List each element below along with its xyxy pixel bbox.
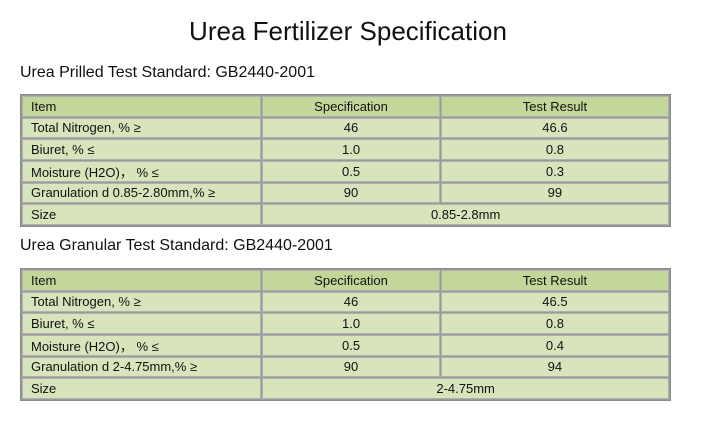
table-cell: Total Nitrogen, % ≥ (22, 117, 262, 138)
table-row: Size 0.85-2.8mm (22, 204, 669, 225)
header-cell: Specification (262, 96, 440, 117)
section-heading: Urea Granular Test Standard: GB2440-2001 (20, 237, 333, 254)
table-cell: Granulation d 0.85-2.80mm,% ≥ (22, 182, 262, 203)
table-row: Total Nitrogen, % ≥46 46.5 (22, 291, 669, 312)
table-cell: 0.5 (262, 160, 440, 182)
table-cell: 1.0 (262, 313, 440, 334)
table-cell: 0.5 (262, 334, 440, 356)
table-cell: 90 (262, 356, 440, 377)
table-cell: 2-4.75mm (262, 378, 669, 399)
table-cell: Size (22, 204, 262, 225)
table-cell: 94 (440, 356, 669, 377)
table-cell: 46.6 (440, 117, 669, 138)
header-cell: Test Result (440, 96, 669, 117)
spec-table: Item Specification Test Result Total Nitrog… (20, 268, 671, 401)
table-cell: Moisture (H2O)， % ≤ (22, 334, 262, 356)
table-cell: Granulation d 2-4.75mm,% ≥ (22, 356, 262, 377)
table-row: Moisture (H2O)， % ≤0.5 0.4 (22, 334, 669, 356)
table-body: Item Specification Test Result Total Nitrog… (22, 96, 669, 225)
table-row: Biuret, % ≤1.0 0.8 (22, 313, 669, 334)
header-cell: Item (22, 96, 262, 117)
table-cell: 0.8 (440, 139, 669, 160)
header-row: Item Specification Test Result (22, 96, 669, 117)
header-cell: Item (22, 270, 262, 291)
table-cell: 90 (262, 182, 440, 203)
table-row: Granulation d 2-4.75mm,% ≥90 94 (22, 356, 669, 377)
table-row: Size 2-4.75mm (22, 378, 669, 399)
table-row: Moisture (H2O)， % ≤0.5 0.3 (22, 160, 669, 182)
table-cell: 0.4 (440, 334, 669, 356)
table-cell: 46 (262, 117, 440, 138)
table-row: Biuret, % ≤1.0 0.8 (22, 139, 669, 160)
table-cell: Biuret, % ≤ (22, 139, 262, 160)
table-cell: Size (22, 378, 262, 399)
table-cell: 46.5 (440, 291, 669, 312)
table-cell: Moisture (H2O)， % ≤ (22, 160, 262, 182)
table-cell: 0.85-2.8mm (262, 204, 669, 225)
page-title: Urea Fertilizer Specification (189, 16, 507, 46)
table-cell: 0.8 (440, 313, 669, 334)
table-row: Granulation d 0.85-2.80mm,% ≥90 99 (22, 182, 669, 203)
table-cell: 46 (262, 291, 440, 312)
header-cell: Test Result (440, 270, 669, 291)
table-cell: 0.3 (440, 160, 669, 182)
header-row: Item Specification Test Result (22, 270, 669, 291)
table-cell: 1.0 (262, 139, 440, 160)
header-cell: Specification (262, 270, 440, 291)
table-body: Item Specification Test Result Total Nitrog… (22, 270, 669, 399)
table-cell: Total Nitrogen, % ≥ (22, 291, 262, 312)
spec-table: Item Specification Test Result Total Nitrog… (20, 94, 671, 227)
table-cell: 99 (440, 182, 669, 203)
section-heading: Urea Prilled Test Standard: GB2440-2001 (20, 64, 315, 81)
table-row: Total Nitrogen, % ≥46 46.6 (22, 117, 669, 138)
table-cell: Biuret, % ≤ (22, 313, 262, 334)
